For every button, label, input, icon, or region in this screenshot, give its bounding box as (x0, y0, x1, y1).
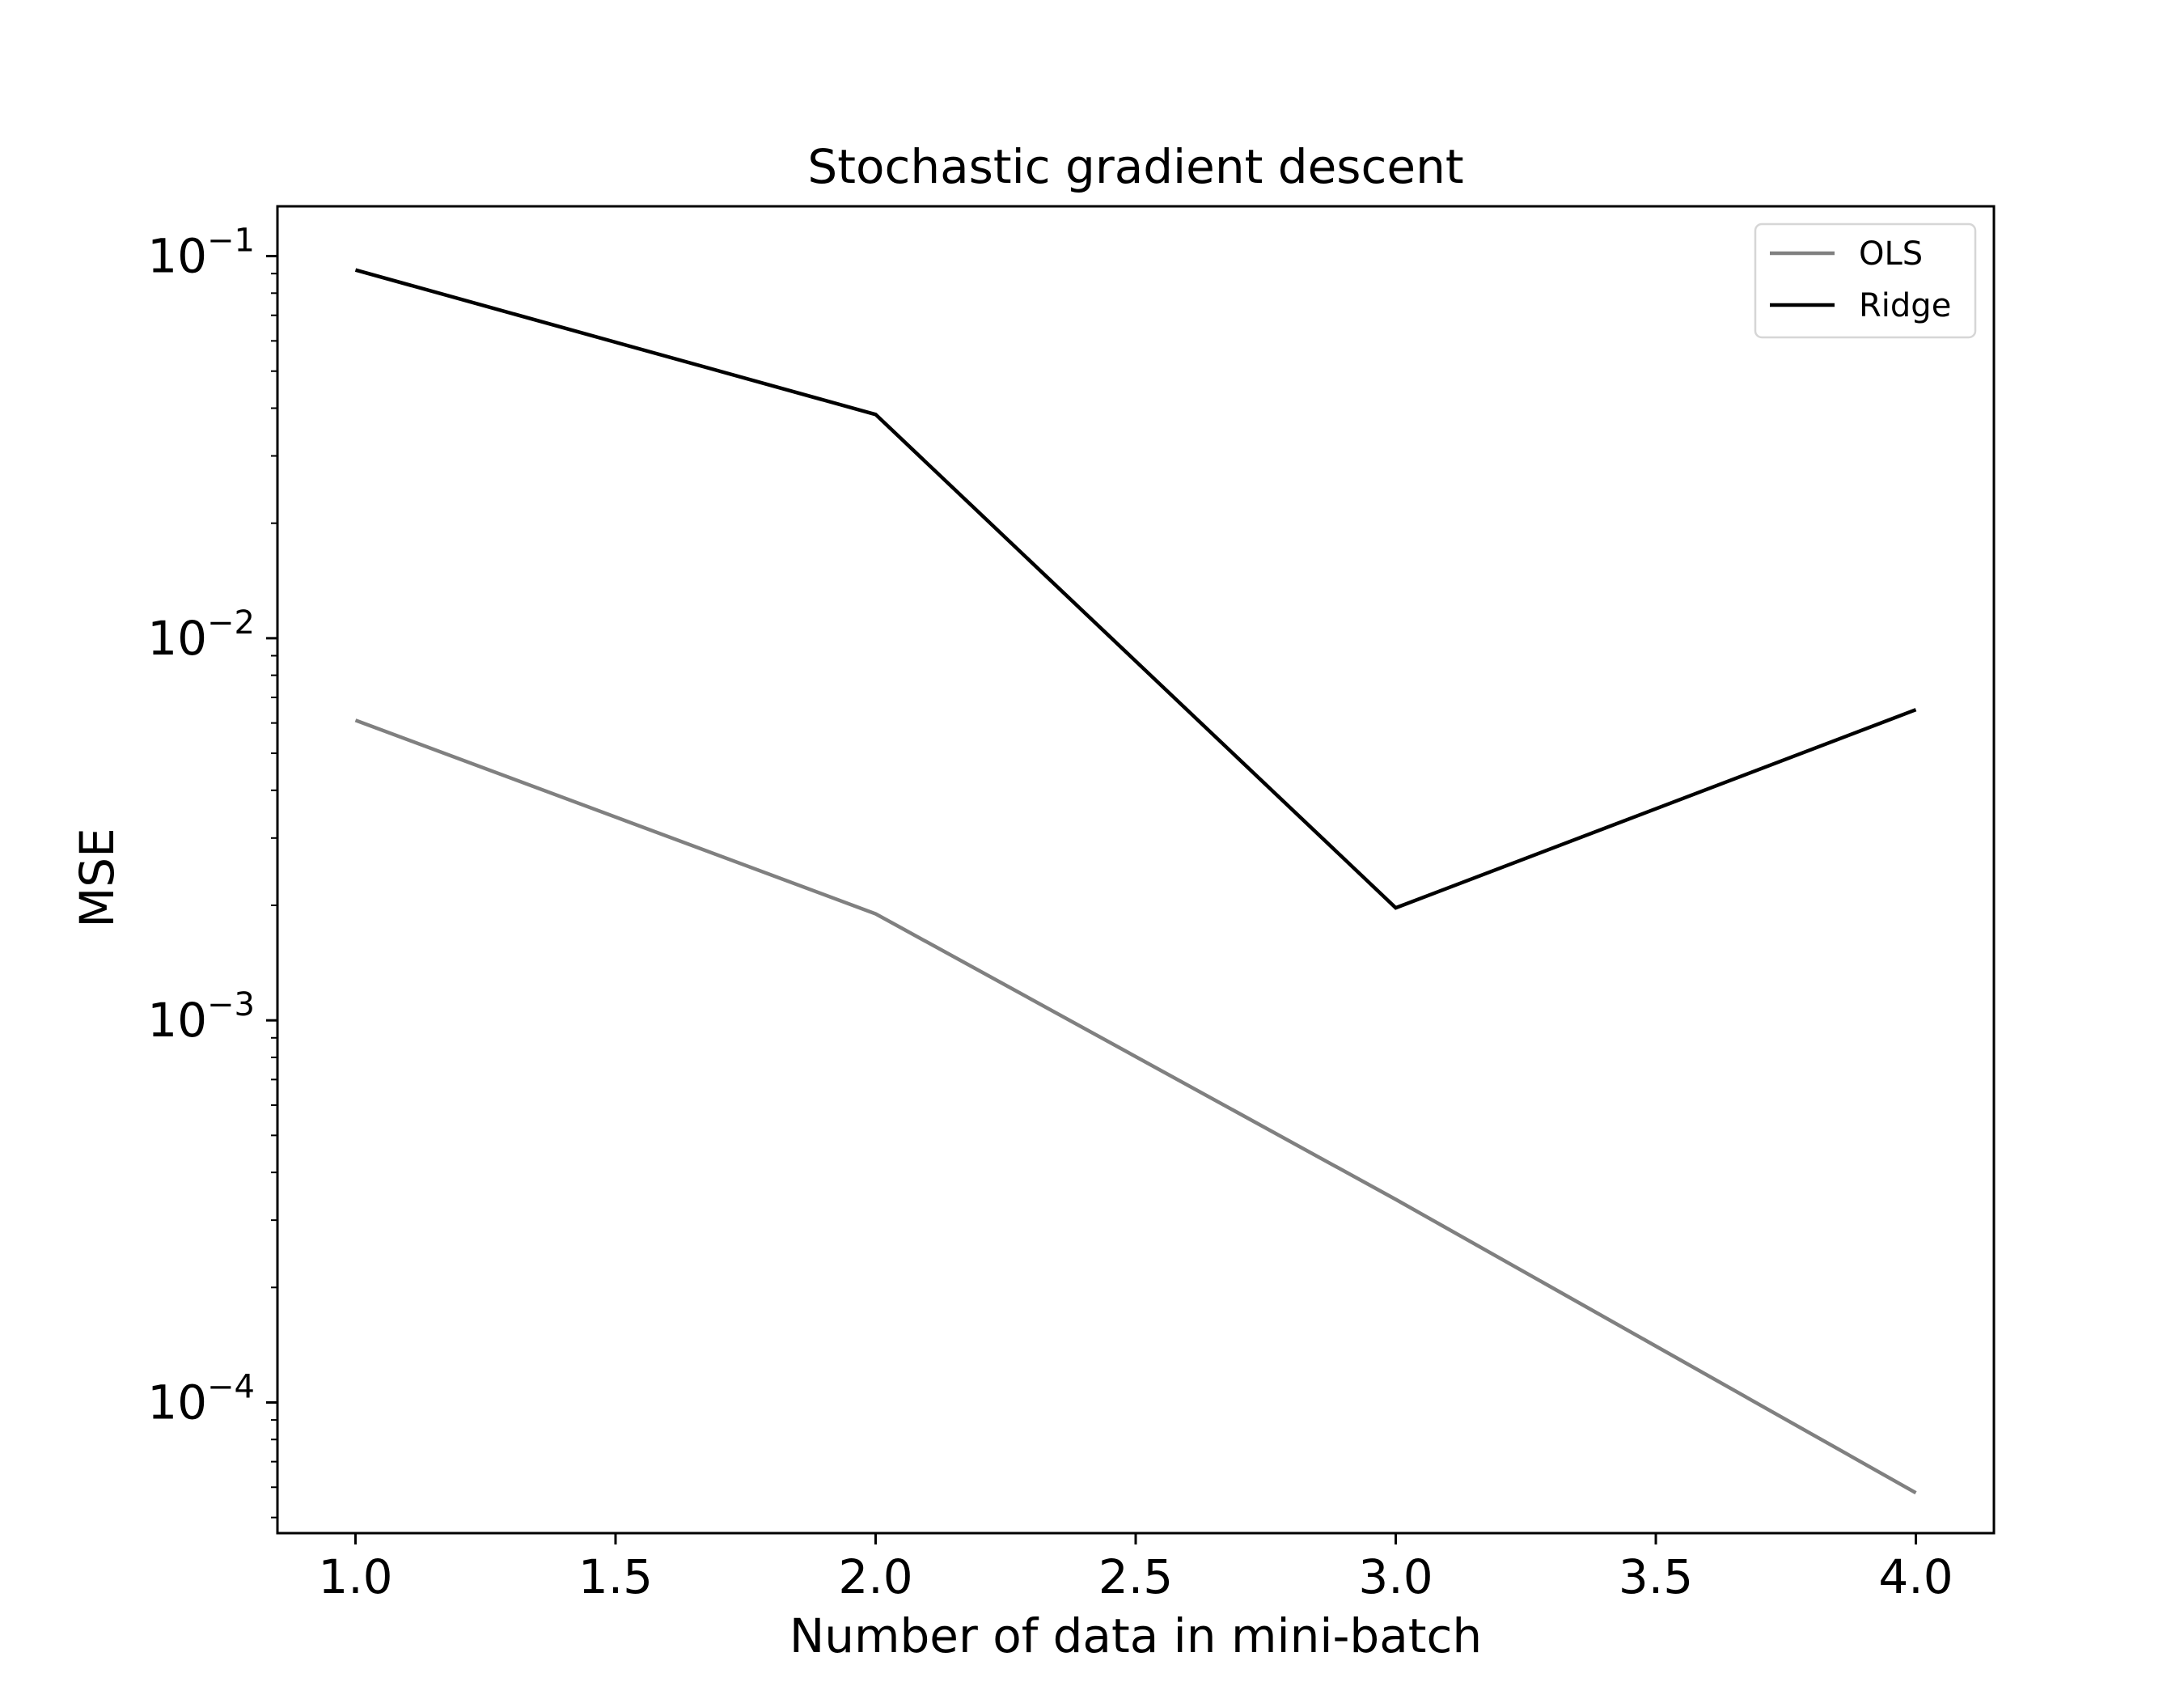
y-tick-label: 10−1 (147, 222, 255, 284)
y-tick-exponent: −4 (207, 1368, 255, 1405)
y-tick-label: 10−2 (147, 604, 255, 666)
series-line-ridge (354, 268, 1917, 910)
y-tick-exponent: −1 (207, 222, 255, 260)
x-axis-label: Number of data in mini-batch (789, 1608, 1482, 1663)
legend-label-ridge: Ridge (1859, 287, 1951, 324)
x-tick-label: 4.0 (1878, 1549, 1953, 1604)
y-axis-label: MSE (70, 828, 125, 928)
y-tick-label: 10−3 (147, 986, 255, 1048)
x-tick-label: 3.5 (1619, 1549, 1693, 1604)
x-tick-label: 2.5 (1098, 1549, 1173, 1604)
y-tick-exponent: −3 (207, 986, 255, 1023)
chart-title: Stochastic gradient descent (807, 139, 1463, 194)
y-tick-base: 10 (147, 229, 207, 284)
y-tick-base: 10 (147, 611, 207, 666)
x-axis-ticks: 1.0 1.5 2.0 2.5 3.0 3.5 4.0 (318, 1533, 1953, 1604)
legend: OLS Ridge (1754, 222, 1977, 339)
y-tick-base: 10 (147, 993, 207, 1048)
plot-frame (276, 205, 1996, 1535)
legend-label-ols: OLS (1859, 235, 1923, 273)
y-axis-ticks: 10−110−210−310−4 (147, 222, 277, 1519)
x-tick-label: 2.0 (838, 1549, 912, 1604)
y-tick-exponent: −2 (207, 604, 255, 642)
x-tick-label: 1.0 (318, 1549, 392, 1604)
y-tick-label: 10−4 (147, 1368, 255, 1430)
plot-area (354, 268, 1917, 1495)
y-tick-base: 10 (147, 1375, 207, 1430)
x-tick-label: 3.0 (1358, 1549, 1433, 1604)
x-tick-label: 1.5 (578, 1549, 653, 1604)
series-line-ols (354, 718, 1917, 1495)
